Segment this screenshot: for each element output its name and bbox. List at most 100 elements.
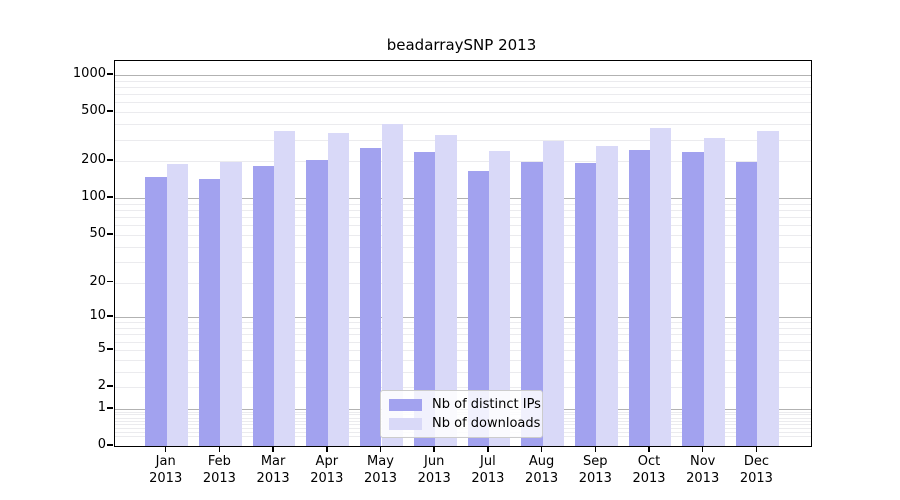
grid-minor-line — [114, 217, 811, 219]
x-tick — [379, 446, 382, 452]
plot-area — [113, 60, 812, 447]
x-tick-label: Jan 2013 — [134, 453, 198, 487]
x-tick — [272, 446, 274, 452]
y-tick — [107, 280, 113, 283]
grid-minor-line — [114, 225, 811, 227]
bar-downloads — [596, 145, 618, 446]
x-tick — [487, 446, 489, 452]
x-tick-month: Oct — [637, 454, 661, 469]
x-tick-month: Feb — [207, 454, 231, 469]
y-tick — [107, 444, 113, 446]
x-tick-year: 2013 — [256, 471, 290, 486]
y-tick-label: 200 — [81, 152, 106, 168]
bar-downloads — [381, 123, 403, 446]
y-tick-label: 5 — [97, 340, 106, 356]
y-tick-label: 2 — [97, 378, 106, 393]
x-tick-month: Jan — [155, 454, 176, 469]
x-tick-year: 2013 — [632, 471, 666, 486]
grid-minor-line — [114, 359, 811, 361]
x-tick — [433, 446, 435, 452]
bar-downloads — [542, 140, 564, 446]
bar-downloads — [166, 163, 189, 446]
y-tick — [107, 110, 113, 112]
legend-swatch-distinct-ips — [389, 398, 422, 411]
grid-minor-line — [114, 124, 811, 126]
grid-minor-line — [114, 261, 811, 263]
x-tick — [540, 446, 543, 452]
grid-minor-line — [114, 282, 811, 284]
grid-minor-line — [114, 86, 811, 88]
grid-major-line — [114, 75, 811, 76]
y-tick — [107, 315, 113, 317]
x-tick — [701, 446, 704, 452]
grid-major-line — [114, 198, 811, 200]
legend-label: Nb of distinct IPs — [432, 397, 541, 412]
x-tick-month: Aug — [528, 454, 555, 469]
x-tick-month: Jun — [424, 454, 445, 469]
x-tick-year: 2013 — [525, 471, 559, 486]
bar-distinct-ips — [413, 151, 436, 446]
grid-minor-line — [114, 334, 811, 336]
grid-minor-line — [114, 328, 811, 329]
x-tick-month: May — [367, 454, 394, 469]
y-tick — [107, 348, 113, 350]
y-tick-label: 20 — [89, 273, 106, 289]
y-tick-label: 500 — [81, 103, 106, 119]
x-tick-month: Dec — [743, 454, 769, 469]
grid-minor-line — [114, 210, 811, 212]
x-tick-label: Feb 2013 — [187, 453, 251, 487]
grid-minor-line — [114, 246, 811, 248]
x-tick-month: Apr — [315, 454, 339, 469]
grid-minor-line — [114, 94, 811, 96]
x-tick-year: 2013 — [417, 471, 451, 486]
x-tick-label: May 2013 — [349, 453, 413, 487]
bar-downloads — [488, 151, 511, 446]
y-tick-label: 1 — [97, 399, 106, 415]
y-tick-label: 10 — [89, 308, 106, 324]
bar-downloads — [703, 138, 726, 446]
y-tick-label: 1000 — [72, 66, 106, 81]
x-tick-year: 2013 — [202, 471, 236, 486]
grid-minor-line — [114, 349, 811, 351]
x-tick-year: 2013 — [686, 471, 720, 486]
bar-distinct-ips — [736, 162, 758, 446]
bar-downloads — [327, 132, 350, 446]
grid-minor-line — [114, 234, 811, 236]
bar-downloads — [220, 162, 242, 446]
bar-downloads — [274, 130, 296, 446]
legend-item: Nb of distinct IPs — [387, 395, 541, 414]
bar-distinct-ips — [199, 179, 221, 446]
bar-downloads — [435, 134, 457, 446]
chart-title: beadarraySNP 2013 — [386, 36, 537, 54]
x-tick — [326, 446, 328, 452]
legend: Nb of distinct IPs Nb of downloads — [380, 390, 543, 438]
x-tick-year: 2013 — [310, 471, 344, 486]
x-tick-label: Nov 2013 — [671, 453, 735, 487]
bar-distinct-ips — [574, 162, 597, 446]
x-tick-label: Apr 2013 — [295, 453, 359, 487]
x-tick — [648, 446, 650, 452]
y-tick — [107, 407, 113, 409]
x-tick — [218, 446, 221, 452]
legend-swatch-downloads — [389, 417, 422, 430]
x-tick-year: 2013 — [578, 471, 612, 486]
bar-distinct-ips — [252, 166, 275, 446]
grid-minor-line — [114, 112, 811, 114]
legend-label: Nb of downloads — [432, 416, 541, 431]
x-tick-year: 2013 — [739, 471, 773, 486]
x-tick-label: Jun 2013 — [402, 453, 466, 487]
y-tick — [107, 73, 113, 75]
grid-minor-line — [114, 387, 811, 388]
grid-minor-line — [114, 341, 811, 343]
x-tick — [164, 446, 167, 452]
y-tick — [107, 233, 113, 235]
grid-major-line — [114, 317, 811, 319]
y-tick — [107, 159, 113, 161]
x-tick-label: Oct 2013 — [617, 453, 681, 487]
bar-distinct-ips — [306, 159, 328, 446]
grid-minor-line — [114, 139, 811, 141]
bar-downloads — [650, 128, 672, 446]
x-tick-month: Mar — [260, 454, 286, 469]
bar-downloads — [757, 130, 779, 446]
grid-minor-line — [114, 203, 811, 205]
